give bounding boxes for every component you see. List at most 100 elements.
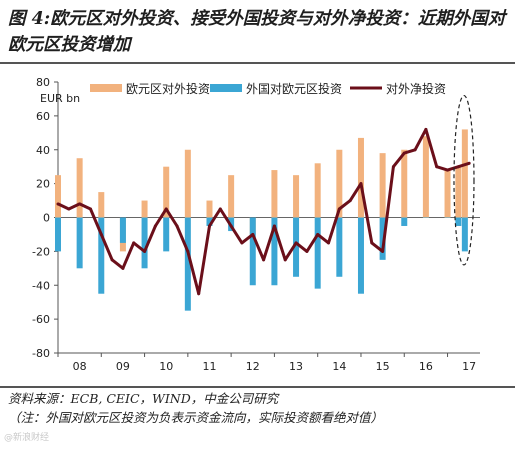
title-divider (0, 62, 515, 64)
y-tick-label: 60 (36, 110, 50, 123)
watermark: @新浪财经 (4, 433, 50, 443)
net-point (88, 207, 92, 211)
outward-bar (55, 175, 61, 218)
outward-bar (76, 158, 83, 218)
net-point (78, 202, 82, 206)
outward-bar (336, 149, 343, 218)
y-axis: -80 -60 -40 -20 0 20 40 60 80 EUR bn (32, 76, 80, 360)
y-tick-label: -40 (32, 279, 50, 292)
net-point (348, 199, 352, 203)
legend: 欧元区对外投资 外国对欧元区投资 对外净投资 (90, 81, 446, 96)
x-tick-label: 16 (419, 360, 433, 373)
net-point (186, 249, 190, 253)
inward-bar (206, 217, 213, 226)
inward-bar (55, 217, 61, 252)
net-point (467, 161, 471, 165)
x-tick-label: 12 (246, 360, 260, 373)
net-point (262, 258, 266, 262)
inward-bar (98, 217, 105, 294)
net-point (251, 232, 255, 236)
legend-swatch-inward (210, 84, 242, 92)
legend-label-net: 对外净投资 (386, 81, 446, 96)
outward-bar (422, 136, 429, 218)
outward-bar (314, 163, 321, 218)
outward-bar (206, 200, 213, 218)
inward-bar (379, 217, 386, 260)
x-axis: 08 09 10 11 12 13 14 15 16 17 (57, 217, 480, 373)
inward-bar (271, 217, 278, 286)
net-point (424, 127, 428, 131)
footer-divider (0, 386, 515, 388)
net-point (413, 148, 417, 152)
net-point (327, 241, 331, 245)
x-tick-label: 11 (202, 360, 216, 373)
inward-bar (184, 217, 191, 311)
net-point (207, 224, 211, 228)
outward-bar (455, 166, 462, 218)
y-tick-label: -20 (32, 245, 50, 258)
net-point (175, 224, 179, 228)
x-tick-label: 17 (462, 360, 476, 373)
chart: -80 -60 -40 -20 0 20 40 60 80 EUR bn 08 09 10 11 12 1… (32, 76, 480, 373)
outward-bar (293, 175, 300, 218)
outward-bar (228, 175, 235, 218)
net-point (402, 151, 406, 155)
inward-bar (163, 217, 170, 252)
net-point (110, 258, 114, 262)
net-point (272, 224, 276, 228)
y-tick-label: 20 (36, 178, 50, 191)
inward-bar (357, 217, 364, 294)
net-point (381, 249, 385, 253)
y-tick-label: -80 (32, 347, 50, 360)
net-point (316, 232, 320, 236)
chart-title: 图 4:欧元区对外投资、接受外国投资与对外净投资：近期外国对欧元区投资增加 (8, 9, 506, 55)
inward-bar (401, 217, 408, 226)
x-tick-label: 08 (73, 360, 87, 373)
outward-bar (184, 149, 191, 218)
net-point (294, 241, 298, 245)
x-tick-label: 14 (332, 360, 346, 373)
outward-investment-bars (55, 129, 468, 252)
inward-bar (444, 217, 451, 218)
net-point (153, 224, 157, 228)
outward-bar (357, 137, 364, 218)
inward-bar (249, 217, 256, 286)
net-point (435, 165, 439, 169)
x-tick-label: 10 (159, 360, 173, 373)
inward-bar (455, 217, 462, 226)
net-point (143, 249, 147, 253)
y-axis-unit-label: EUR bn (40, 92, 80, 105)
net-point (240, 241, 244, 245)
net-point (305, 249, 309, 253)
inward-bar (293, 217, 300, 277)
outward-bar (401, 149, 408, 218)
highlight-ellipse (453, 94, 475, 266)
x-tick-label: 09 (116, 360, 130, 373)
legend-item-inward: 外国对欧元区投资 (210, 81, 342, 96)
inward-investment-bars (55, 217, 468, 311)
outward-bar (98, 192, 105, 218)
net-point (121, 266, 125, 270)
inward-bar (314, 217, 321, 289)
net-point (132, 241, 136, 245)
x-tick-label: 15 (376, 360, 390, 373)
net-investment-line (56, 127, 471, 296)
outward-bar (444, 170, 451, 218)
inward-bar (461, 217, 468, 252)
footnote: （注：外国对欧元区投资为负表示资金流向，实际投资额看绝对值） (8, 410, 384, 425)
net-point (56, 202, 60, 206)
source-note: 资料来源：ECB, CEIC，WIND，中金公司研究 (8, 391, 279, 406)
x-tick-label: 13 (289, 360, 303, 373)
net-point (99, 232, 103, 236)
outward-bar (141, 200, 148, 218)
inward-bar (422, 217, 429, 218)
net-investment-path (57, 127, 470, 296)
legend-item-outward: 欧元区对外投资 (90, 81, 210, 96)
net-point (164, 207, 168, 211)
y-tick-label: 40 (36, 144, 50, 157)
outward-bar (379, 153, 386, 218)
y-tick-label: 0 (43, 212, 50, 225)
net-point (67, 207, 71, 211)
inward-bar (141, 217, 148, 269)
net-point (446, 168, 450, 172)
